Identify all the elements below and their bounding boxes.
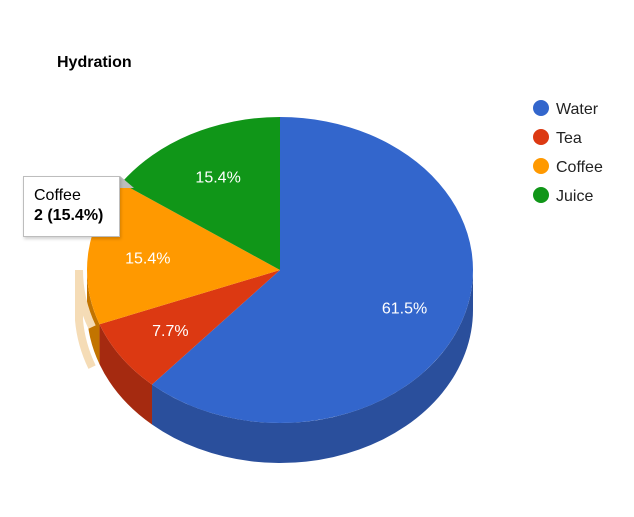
- slice-coffee[interactable]: [86, 183, 280, 325]
- chart-title: Hydration: [57, 54, 132, 71]
- tooltip: Coffee 2 (15.4%): [23, 176, 120, 237]
- tooltip-label: Coffee: [34, 187, 81, 204]
- pie-area: 61.5% 7.7% 15.4% 15.4%: [75, 117, 474, 463]
- slice-side-tea[interactable]: [99, 324, 153, 425]
- legend-marker-juice[interactable]: [533, 187, 549, 203]
- slice-tea[interactable]: [99, 270, 280, 385]
- slice-label-coffee: 15.4%: [125, 250, 170, 267]
- slice-label-juice: 15.4%: [195, 170, 240, 187]
- slice-juice[interactable]: [121, 117, 280, 270]
- legend-marker-tea[interactable]: [533, 129, 549, 145]
- slice-side-water[interactable]: [152, 270, 473, 463]
- legend: Water Tea Coffee Juice: [533, 100, 603, 205]
- legend-label-tea[interactable]: Tea: [556, 130, 582, 147]
- slice-label-tea: 7.7%: [152, 323, 188, 340]
- slice-highlight-coffee: [75, 269, 96, 369]
- legend-label-juice[interactable]: Juice: [556, 188, 593, 205]
- tooltip-pointer: [120, 176, 134, 188]
- legend-marker-water[interactable]: [533, 100, 549, 116]
- tooltip-value: 2 (15.4%): [34, 207, 104, 224]
- slice-label-water: 61.5%: [382, 300, 427, 317]
- legend-label-water[interactable]: Water: [556, 101, 599, 118]
- legend-label-coffee[interactable]: Coffee: [556, 159, 603, 176]
- legend-marker-coffee[interactable]: [533, 158, 549, 174]
- slice-water[interactable]: [152, 117, 474, 423]
- slice-side-coffee[interactable]: [87, 270, 100, 365]
